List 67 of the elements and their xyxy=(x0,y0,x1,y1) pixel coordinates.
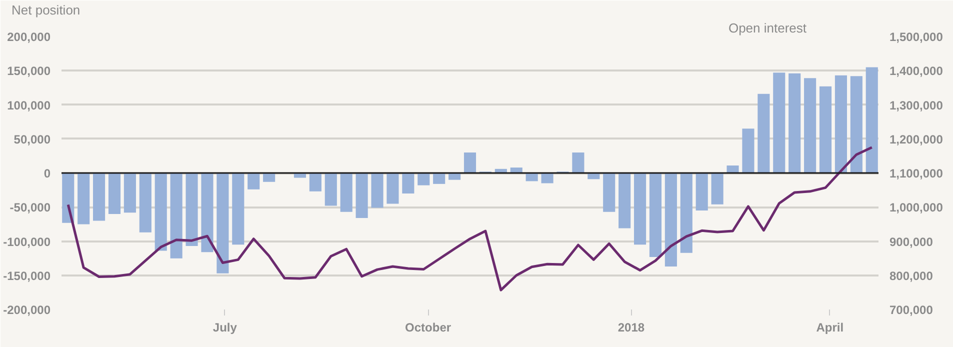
bar xyxy=(742,128,754,173)
y-tick-label: 0 xyxy=(44,166,51,180)
y-tick-label: -200,000 xyxy=(3,303,51,317)
bar xyxy=(418,173,430,186)
bar xyxy=(618,173,631,228)
bar xyxy=(464,152,476,173)
x-tick-label: October xyxy=(405,320,452,334)
y2-tick-label: 800,000 xyxy=(890,268,934,283)
bar xyxy=(572,152,584,173)
bar xyxy=(124,173,136,213)
bar xyxy=(186,173,198,246)
y2-tick-label: 1,300,000 xyxy=(890,98,944,112)
y-tick-label: 100,000 xyxy=(7,98,51,112)
bar xyxy=(216,173,229,274)
bar xyxy=(819,86,832,173)
bar xyxy=(386,173,399,204)
bar xyxy=(248,173,260,190)
bar xyxy=(433,173,446,184)
y-tick-label: 200,000 xyxy=(7,30,51,44)
bar xyxy=(510,168,522,173)
bar xyxy=(139,173,152,232)
line-series xyxy=(66,146,874,292)
y2-tick-label: 1,100,000 xyxy=(890,166,944,180)
bar xyxy=(711,173,724,204)
y-axis-title: Net position xyxy=(12,2,80,18)
y-tick-label: 50,000 xyxy=(14,132,51,146)
y2-tick-label: 1,500,000 xyxy=(890,30,944,44)
y2-axis-title: Open interest xyxy=(728,20,807,36)
bar xyxy=(232,173,244,245)
bar xyxy=(356,173,368,218)
bar xyxy=(649,173,662,257)
y2-tick-label: 700,000 xyxy=(890,303,934,317)
y2-tick-label: 900,000 xyxy=(890,234,934,249)
y-tick-label: -100,000 xyxy=(3,234,51,249)
bar xyxy=(603,173,616,212)
bar xyxy=(788,73,801,173)
y-tick-label: -150,000 xyxy=(3,268,51,283)
bar xyxy=(680,173,692,253)
bar xyxy=(773,72,786,173)
bar xyxy=(402,173,414,194)
bar xyxy=(170,173,182,258)
bar xyxy=(201,173,214,252)
bar xyxy=(371,173,384,208)
bar xyxy=(309,173,322,192)
bar xyxy=(340,173,352,212)
bar xyxy=(324,173,337,206)
y-tick-label: -50,000 xyxy=(10,200,51,215)
bar xyxy=(758,94,770,173)
bar xyxy=(834,75,847,173)
x-tick-label: 2018 xyxy=(618,320,645,334)
y2-tick-label: 1,200,000 xyxy=(890,132,944,146)
y2-tick-label: 1,000,000 xyxy=(890,200,944,215)
bar xyxy=(154,173,167,251)
bar xyxy=(664,173,677,267)
y-tick-label: 150,000 xyxy=(7,64,51,78)
bar xyxy=(850,76,862,173)
bar xyxy=(93,173,106,221)
bar xyxy=(866,67,878,173)
bar xyxy=(108,173,121,214)
bar xyxy=(634,173,646,245)
x-tick-label: April xyxy=(816,320,844,334)
bar xyxy=(804,78,816,173)
bar xyxy=(696,173,708,211)
y2-tick-label: 1,400,000 xyxy=(890,64,944,78)
bar xyxy=(78,173,90,224)
x-tick-label: July xyxy=(212,320,238,334)
bar xyxy=(726,165,739,173)
